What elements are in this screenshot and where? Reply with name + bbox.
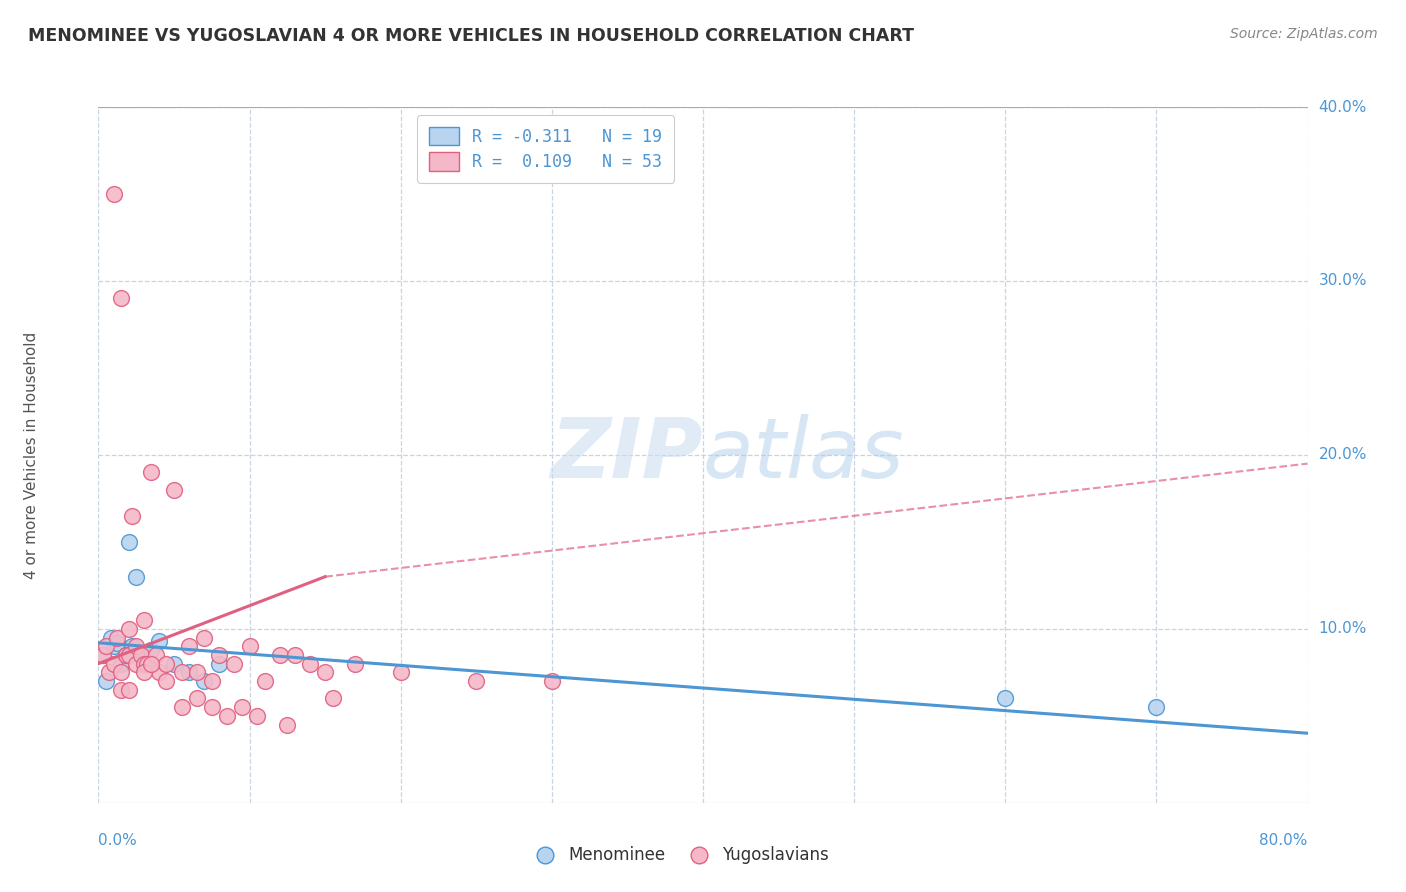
Point [125,570,148,584]
Point [118,682,141,697]
Point [224,657,246,671]
Text: MENOMINEE VS YUGOSLAVIAN 4 OR MORE VEHICLES IN HOUSEHOLD CORRELATION CHART: MENOMINEE VS YUGOSLAVIAN 4 OR MORE VEHIC… [28,27,914,45]
Point [179,639,201,653]
Text: 0.0%: 0.0% [98,833,138,848]
Point [118,622,141,636]
Point [239,639,262,653]
Point [994,691,1017,706]
Text: 20.0%: 20.0% [1319,448,1367,462]
Point [141,642,163,657]
Point [186,691,208,706]
Point [132,613,155,627]
Point [141,657,163,671]
Text: 80.0%: 80.0% [1260,833,1308,848]
Point [145,648,167,662]
Point [132,665,155,680]
Point [465,674,488,689]
Text: 30.0%: 30.0% [1319,274,1367,288]
Point [170,665,193,680]
Point [103,639,125,653]
Point [314,665,336,680]
Text: 4 or more Vehicles in Household: 4 or more Vehicles in Household [24,331,39,579]
Point [215,708,238,723]
Point [148,665,170,680]
Point [105,636,128,650]
Point [121,508,143,523]
Point [276,717,298,731]
Point [170,700,193,714]
Point [299,657,322,671]
Point [163,657,186,671]
Point [114,648,136,662]
Point [132,648,155,662]
Point [98,665,121,680]
Point [231,700,253,714]
Point [129,648,152,662]
Point [389,665,412,680]
Point [141,466,163,480]
Point [155,674,177,689]
Point [91,648,114,662]
Point [91,648,114,662]
Point [193,631,215,645]
Point [94,639,117,653]
Point [246,708,269,723]
Point [94,674,117,689]
Point [269,648,291,662]
Point [201,700,224,714]
Point [132,657,155,671]
Text: ZIP: ZIP [550,415,703,495]
Point [163,483,186,497]
Point [110,682,132,697]
Text: Source: ZipAtlas.com: Source: ZipAtlas.com [1230,27,1378,41]
Point [103,186,125,201]
Point [1144,700,1167,714]
Point [284,648,307,662]
Point [100,631,122,645]
Text: 10.0%: 10.0% [1319,622,1367,636]
Point [103,657,125,671]
Point [540,674,562,689]
Point [201,674,224,689]
Point [148,634,170,648]
Legend: Menominee, Yugoslavians: Menominee, Yugoslavians [522,839,835,871]
Point [155,657,177,671]
Point [135,657,157,671]
Point [179,665,201,680]
Point [118,534,141,549]
Point [110,291,132,305]
Point [125,657,148,671]
Point [118,648,141,662]
Point [208,648,231,662]
Point [125,639,148,653]
Point [105,631,128,645]
Point [114,648,136,662]
Point [208,657,231,671]
Point [344,657,367,671]
Point [193,674,215,689]
Text: 40.0%: 40.0% [1319,100,1367,114]
Point [186,665,208,680]
Text: atlas: atlas [703,415,904,495]
Point [322,691,344,706]
Point [110,665,132,680]
Point [110,657,132,671]
Point [253,674,276,689]
Point [121,639,143,653]
